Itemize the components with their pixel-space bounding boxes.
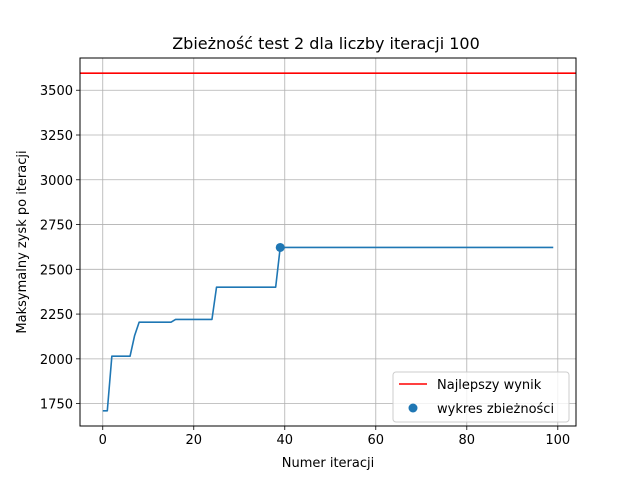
legend-label-best-result: Najlepszy wynik (437, 378, 542, 393)
ticks: 0 20 40 60 80 100 1750 2000 2250 2500 2750 3000 3250… (40, 84, 570, 448)
convergence-point (275, 242, 285, 252)
x-tick-label: 0 (99, 433, 107, 448)
chart-title: Zbieżność test 2 dla liczby iteracji 100 (172, 34, 480, 53)
y-tick-label: 2500 (40, 263, 73, 278)
axes-frame (79, 57, 577, 427)
y-tick-label: 3000 (40, 174, 73, 189)
legend-box (392, 371, 570, 423)
y-tick-label: 3500 (40, 84, 73, 99)
x-tick-label: 20 (185, 433, 202, 448)
y-tick-label: 2250 (40, 308, 73, 323)
y-axis-label: Maksymalny zysk po iteracji (15, 150, 30, 333)
y-tick-label: 2750 (40, 219, 73, 234)
legend-convergence-marker (408, 403, 418, 413)
x-tick-label: 40 (276, 433, 293, 448)
convergence-line (102, 246, 554, 412)
convergence-series-layer (102, 242, 554, 412)
grid (80, 58, 576, 426)
x-tick-label: 100 (545, 433, 570, 448)
legend-label-convergence: wykres zbieżności (437, 402, 554, 417)
y-tick-label: 3250 (40, 129, 73, 144)
x-tick-label: 80 (459, 433, 476, 448)
x-axis-label: Numer iteracji (282, 456, 375, 471)
legend: Najlepszy wynik wykres zbieżności (392, 371, 570, 423)
y-tick-label: 2000 (40, 353, 73, 368)
x-tick-label: 60 (368, 433, 385, 448)
y-tick-label: 1750 (40, 398, 73, 413)
